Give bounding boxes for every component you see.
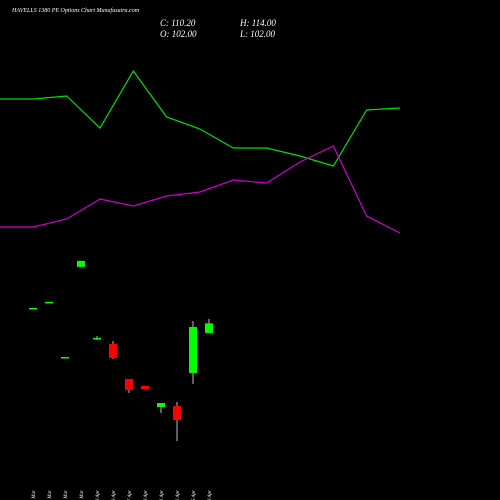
candle-body <box>157 403 165 408</box>
candle-body <box>109 343 117 358</box>
x-tick-label: 22 Apr <box>176 490 181 500</box>
open-label: O: 102.00 <box>160 29 197 39</box>
x-tick-label: 08 Apr <box>96 490 101 500</box>
candle-body <box>205 323 213 333</box>
candle-body <box>189 326 197 374</box>
x-tick-label: 25 Apr <box>192 490 197 500</box>
x-tick-label: 09 Apr <box>112 490 117 500</box>
candle-body <box>125 378 133 391</box>
x-tick-label: 18 Apr <box>144 490 149 500</box>
candle-body <box>77 260 85 267</box>
candle-body <box>93 337 101 340</box>
x-tick-label: 17 Apr <box>128 490 133 500</box>
x-tick-label: 24 Mar <box>48 490 53 500</box>
candle-body <box>29 307 37 310</box>
chart-title: HAVELLS 1380 PE Options Chart Munafasutr… <box>11 7 140 14</box>
candle-body <box>61 357 69 359</box>
x-tick-label: 21 Apr <box>160 490 165 500</box>
x-tick-label: 21 Mar <box>32 490 37 500</box>
candle-body <box>45 301 53 304</box>
x-tick-label: 28 Apr <box>208 490 213 500</box>
indicator-line <box>0 145 401 234</box>
close-label: C: 110.20 <box>160 18 196 28</box>
x-tick-label: 25 Mar <box>64 490 69 500</box>
candle-body <box>173 406 181 421</box>
low-label: L: 102.00 <box>239 29 276 39</box>
high-label: H: 114.00 <box>239 18 276 28</box>
indicator-line <box>0 69 401 167</box>
x-tick-label: 26 Mar <box>80 490 85 500</box>
candle-body <box>141 385 149 390</box>
